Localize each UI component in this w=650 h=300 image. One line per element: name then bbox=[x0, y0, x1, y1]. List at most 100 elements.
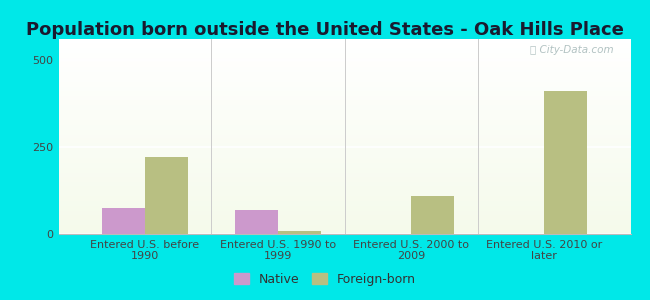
Bar bbox=[58, 56, 630, 58]
Bar bbox=[58, 178, 630, 179]
Bar bbox=[58, 150, 630, 151]
Bar bbox=[58, 201, 630, 202]
Bar bbox=[58, 88, 630, 89]
Bar bbox=[58, 133, 630, 134]
Bar bbox=[58, 218, 630, 219]
Bar bbox=[58, 94, 630, 95]
Bar bbox=[145, 158, 188, 234]
Bar bbox=[58, 120, 630, 121]
Bar bbox=[58, 194, 630, 195]
Text: Population born outside the United States - Oak Hills Place: Population born outside the United State… bbox=[26, 21, 624, 39]
Bar bbox=[58, 211, 630, 212]
Bar bbox=[58, 232, 630, 233]
Bar bbox=[58, 187, 630, 188]
Bar bbox=[58, 220, 630, 221]
Bar bbox=[58, 161, 630, 162]
Bar bbox=[58, 80, 630, 81]
Bar bbox=[58, 185, 630, 186]
Bar bbox=[58, 49, 630, 50]
Bar bbox=[58, 51, 630, 52]
Bar bbox=[58, 163, 630, 164]
Bar bbox=[58, 54, 630, 55]
Bar bbox=[58, 79, 630, 80]
Bar bbox=[58, 59, 630, 61]
Bar bbox=[58, 230, 630, 231]
Bar bbox=[58, 172, 630, 173]
Bar bbox=[58, 170, 630, 171]
Bar bbox=[58, 118, 630, 119]
Bar bbox=[58, 195, 630, 196]
Bar bbox=[58, 76, 630, 77]
Bar bbox=[58, 72, 630, 73]
Bar bbox=[58, 210, 630, 211]
Bar bbox=[58, 111, 630, 112]
Bar bbox=[58, 67, 630, 68]
Bar bbox=[58, 90, 630, 91]
Bar bbox=[58, 177, 630, 178]
Bar bbox=[58, 123, 630, 124]
Bar bbox=[58, 74, 630, 75]
Bar bbox=[58, 209, 630, 210]
Bar bbox=[103, 208, 145, 234]
Bar bbox=[58, 144, 630, 145]
Bar bbox=[58, 223, 630, 224]
Bar bbox=[58, 184, 630, 185]
Bar bbox=[58, 206, 630, 207]
Bar bbox=[58, 207, 630, 208]
Bar bbox=[58, 50, 630, 51]
Bar bbox=[58, 121, 630, 122]
Bar bbox=[58, 139, 630, 140]
Bar bbox=[58, 40, 630, 41]
Bar bbox=[58, 153, 630, 154]
Bar bbox=[58, 45, 630, 46]
Bar bbox=[58, 77, 630, 78]
Bar bbox=[58, 214, 630, 215]
Bar bbox=[58, 108, 630, 109]
Bar bbox=[58, 47, 630, 48]
Bar bbox=[58, 157, 630, 158]
Bar bbox=[58, 92, 630, 93]
Bar bbox=[58, 103, 630, 104]
Bar bbox=[58, 193, 630, 194]
Bar bbox=[58, 203, 630, 204]
Bar bbox=[58, 107, 630, 108]
Bar bbox=[58, 86, 630, 87]
Bar bbox=[58, 136, 630, 137]
Bar bbox=[58, 127, 630, 128]
Bar bbox=[58, 112, 630, 113]
Bar bbox=[58, 226, 630, 227]
Bar bbox=[58, 53, 630, 54]
Bar bbox=[58, 70, 630, 71]
Bar bbox=[58, 140, 630, 141]
Bar bbox=[58, 93, 630, 94]
Bar bbox=[58, 134, 630, 136]
Bar bbox=[58, 114, 630, 115]
Bar bbox=[58, 113, 630, 114]
Bar bbox=[58, 69, 630, 70]
Bar bbox=[58, 192, 630, 193]
Bar bbox=[58, 100, 630, 101]
Bar bbox=[58, 64, 630, 65]
Bar bbox=[58, 75, 630, 76]
Bar bbox=[58, 228, 630, 229]
Bar bbox=[58, 58, 630, 59]
Bar bbox=[58, 188, 630, 189]
Bar bbox=[58, 71, 630, 72]
Bar bbox=[58, 186, 630, 187]
Bar bbox=[58, 180, 630, 181]
Bar bbox=[58, 101, 630, 102]
Bar bbox=[58, 196, 630, 197]
Bar bbox=[58, 160, 630, 161]
Bar bbox=[58, 73, 630, 74]
Bar bbox=[58, 125, 630, 126]
Bar bbox=[58, 221, 630, 222]
Bar bbox=[58, 165, 630, 166]
Bar bbox=[58, 89, 630, 90]
Bar bbox=[58, 181, 630, 182]
Bar bbox=[58, 154, 630, 155]
Bar bbox=[58, 168, 630, 169]
Bar bbox=[58, 200, 630, 201]
Bar bbox=[58, 173, 630, 175]
Bar bbox=[58, 202, 630, 203]
Bar bbox=[58, 62, 630, 63]
